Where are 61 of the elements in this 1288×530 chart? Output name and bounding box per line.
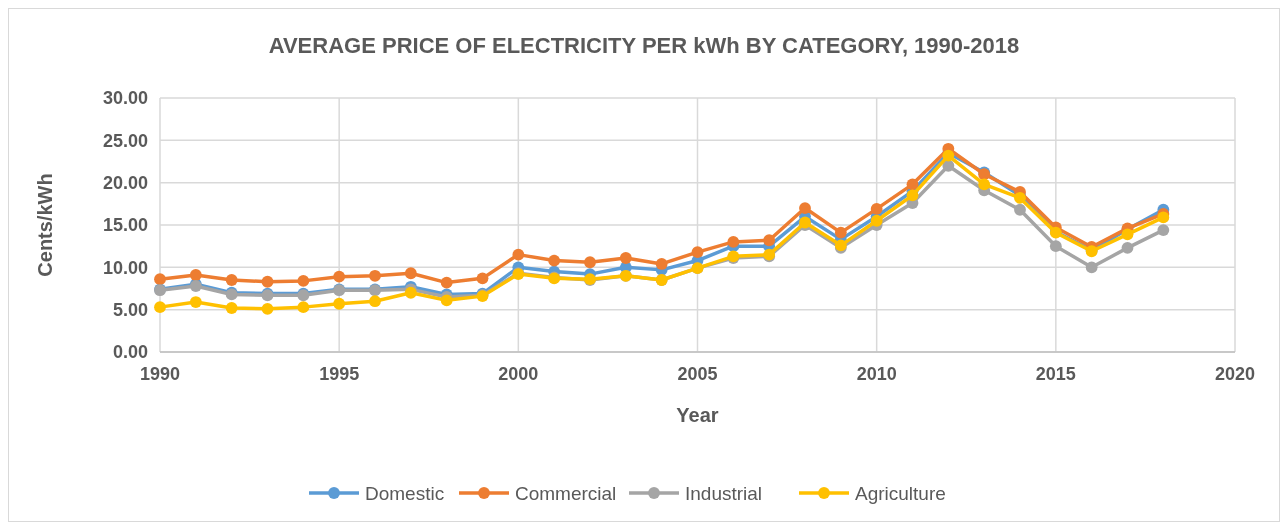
point xyxy=(870,203,883,215)
legend-label: Commercial xyxy=(515,482,617,504)
x-tick-label: 1995 xyxy=(319,364,360,384)
point xyxy=(1049,240,1062,253)
point xyxy=(333,297,346,310)
x-tick-label: 2015 xyxy=(1035,364,1076,384)
legend-label: Domestic xyxy=(365,482,445,504)
point xyxy=(1157,224,1170,236)
point xyxy=(655,258,668,270)
point xyxy=(834,226,847,239)
x-tick-label: 2010 xyxy=(856,364,897,384)
y-tick-label: 0.00 xyxy=(112,342,148,363)
point xyxy=(548,254,561,267)
point xyxy=(512,248,525,261)
y-tick-label: 20.00 xyxy=(102,172,148,193)
point xyxy=(154,273,166,286)
point xyxy=(1157,211,1170,224)
point xyxy=(584,256,596,269)
point xyxy=(870,214,883,227)
point xyxy=(333,270,346,283)
point xyxy=(440,276,453,289)
x-tick-label: 2000 xyxy=(498,364,539,384)
point xyxy=(369,295,381,308)
point xyxy=(1121,228,1134,241)
point xyxy=(225,274,238,286)
point xyxy=(297,301,310,314)
point xyxy=(906,189,919,202)
point xyxy=(906,178,919,191)
legend-label: Industrial xyxy=(685,482,763,504)
point xyxy=(261,275,274,288)
point xyxy=(154,301,166,314)
point xyxy=(978,178,991,191)
chart-title: AVERAGE PRICE OF ELECTRICITY PER kWh BY CATEGORY, 1990-2018 xyxy=(268,33,1020,58)
point xyxy=(369,269,381,282)
point xyxy=(691,246,704,258)
y-tick-label: 5.00 xyxy=(112,299,148,320)
point xyxy=(189,269,202,281)
point xyxy=(727,236,740,248)
legend-label: Agriculture xyxy=(855,482,946,504)
point xyxy=(261,302,274,315)
y-tick-label: 10.00 xyxy=(102,257,148,278)
y-tick-label: 15.00 xyxy=(102,215,148,236)
y-tick-label: 30.00 xyxy=(102,88,148,109)
point xyxy=(619,252,632,264)
point xyxy=(297,274,310,287)
point xyxy=(440,294,453,307)
point xyxy=(1014,203,1026,216)
point xyxy=(476,272,489,285)
point xyxy=(1085,261,1098,274)
point xyxy=(225,302,238,314)
x-axis-title: Year xyxy=(676,404,719,426)
y-axis-title: Cents/kWh xyxy=(34,173,56,277)
y-tick-label: 25.00 xyxy=(102,130,148,151)
point xyxy=(799,202,811,214)
x-tick-label: 2005 xyxy=(677,364,718,384)
point xyxy=(404,267,417,280)
point xyxy=(763,234,776,247)
point xyxy=(1121,241,1134,254)
x-tick-label: 1990 xyxy=(139,364,181,384)
point xyxy=(189,296,202,308)
x-tick-label: 2020 xyxy=(1214,364,1256,384)
